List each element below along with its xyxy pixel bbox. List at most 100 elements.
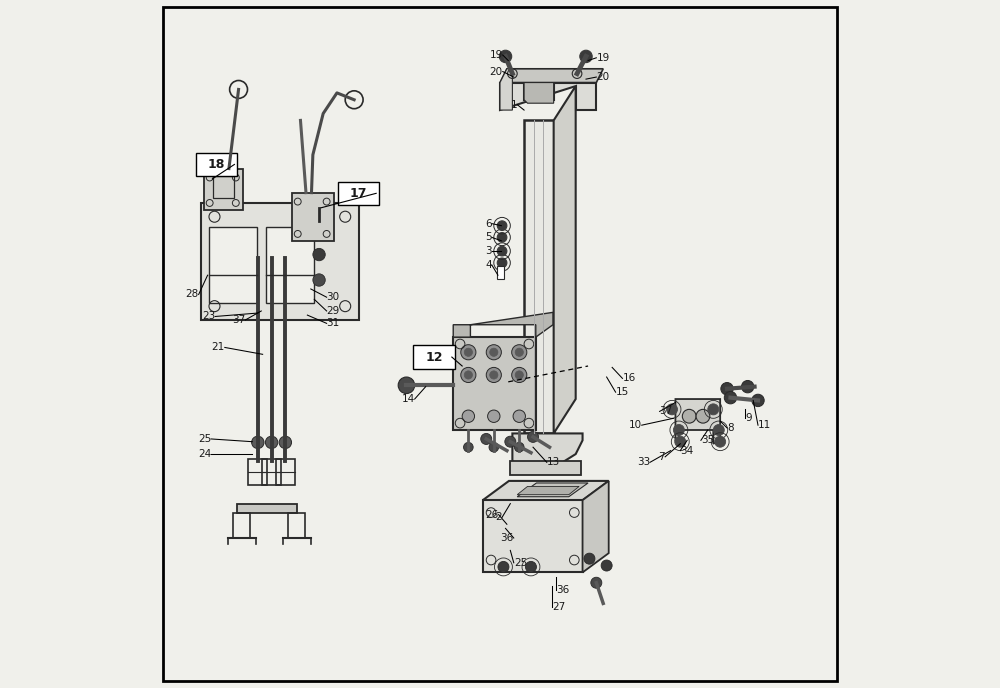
Text: 12: 12 bbox=[425, 351, 443, 363]
FancyBboxPatch shape bbox=[196, 153, 237, 176]
Bar bbox=[266, 227, 314, 303]
Circle shape bbox=[313, 248, 325, 261]
Circle shape bbox=[268, 252, 275, 259]
FancyBboxPatch shape bbox=[413, 345, 455, 369]
Circle shape bbox=[279, 436, 292, 449]
Circle shape bbox=[230, 80, 248, 98]
Text: 19: 19 bbox=[596, 53, 610, 63]
Circle shape bbox=[514, 442, 524, 452]
Circle shape bbox=[513, 410, 525, 422]
Text: 1: 1 bbox=[511, 100, 517, 109]
Text: 11: 11 bbox=[758, 420, 771, 430]
Text: 28: 28 bbox=[185, 290, 199, 299]
Circle shape bbox=[252, 436, 264, 449]
Text: 19: 19 bbox=[490, 50, 503, 60]
Circle shape bbox=[505, 436, 516, 447]
Text: 33: 33 bbox=[637, 458, 650, 467]
Text: 27: 27 bbox=[552, 602, 566, 612]
Circle shape bbox=[515, 348, 523, 356]
Circle shape bbox=[673, 424, 684, 436]
Text: 25: 25 bbox=[198, 434, 211, 444]
Polygon shape bbox=[453, 312, 553, 337]
Bar bbox=[497, 266, 504, 279]
Circle shape bbox=[486, 345, 501, 360]
Text: 25: 25 bbox=[514, 558, 527, 568]
Text: 6: 6 bbox=[485, 219, 492, 228]
Text: 10: 10 bbox=[629, 420, 642, 430]
Polygon shape bbox=[500, 83, 596, 110]
Circle shape bbox=[682, 409, 696, 423]
Text: 8: 8 bbox=[727, 423, 734, 433]
Circle shape bbox=[254, 300, 266, 312]
Text: 14: 14 bbox=[401, 394, 415, 404]
Text: 2: 2 bbox=[495, 513, 502, 522]
Polygon shape bbox=[517, 486, 579, 495]
Circle shape bbox=[313, 274, 325, 286]
Polygon shape bbox=[512, 433, 583, 468]
Polygon shape bbox=[510, 461, 581, 475]
Text: 3: 3 bbox=[485, 246, 492, 256]
Circle shape bbox=[666, 404, 678, 415]
Text: 36: 36 bbox=[556, 585, 570, 595]
Text: 17: 17 bbox=[350, 187, 367, 200]
Text: 20: 20 bbox=[490, 67, 503, 76]
Circle shape bbox=[461, 367, 476, 383]
Circle shape bbox=[497, 233, 507, 242]
Circle shape bbox=[499, 50, 512, 63]
Bar bbox=[248, 459, 267, 485]
Circle shape bbox=[265, 436, 278, 449]
Polygon shape bbox=[500, 69, 512, 110]
Circle shape bbox=[254, 252, 261, 259]
Circle shape bbox=[584, 553, 595, 564]
Circle shape bbox=[601, 560, 612, 571]
Circle shape bbox=[708, 404, 719, 415]
Text: 36: 36 bbox=[501, 533, 514, 543]
Circle shape bbox=[528, 431, 539, 442]
Polygon shape bbox=[483, 481, 609, 500]
Bar bbox=[453, 337, 536, 430]
Circle shape bbox=[464, 442, 473, 452]
Text: 20: 20 bbox=[596, 72, 609, 82]
Polygon shape bbox=[524, 120, 554, 433]
Text: 5: 5 bbox=[485, 233, 492, 242]
Circle shape bbox=[282, 252, 289, 259]
Bar bbox=[213, 176, 234, 198]
Circle shape bbox=[713, 424, 724, 436]
Text: 37: 37 bbox=[232, 315, 245, 325]
Circle shape bbox=[525, 561, 536, 572]
Circle shape bbox=[481, 433, 492, 444]
Text: 15: 15 bbox=[616, 387, 629, 397]
Circle shape bbox=[675, 436, 686, 447]
FancyBboxPatch shape bbox=[338, 182, 379, 205]
Polygon shape bbox=[500, 69, 603, 83]
Circle shape bbox=[715, 436, 726, 447]
Circle shape bbox=[512, 367, 527, 383]
Circle shape bbox=[462, 410, 475, 422]
Polygon shape bbox=[524, 83, 554, 103]
Circle shape bbox=[497, 246, 507, 256]
Text: 31: 31 bbox=[327, 319, 340, 328]
Circle shape bbox=[591, 577, 602, 588]
Text: 30: 30 bbox=[327, 292, 340, 302]
Polygon shape bbox=[517, 483, 588, 497]
Polygon shape bbox=[237, 504, 297, 513]
Text: 7: 7 bbox=[658, 452, 665, 462]
Bar bbox=[483, 500, 583, 572]
Text: 18: 18 bbox=[208, 158, 225, 171]
Circle shape bbox=[512, 345, 527, 360]
Circle shape bbox=[489, 442, 499, 452]
Bar bbox=[262, 459, 281, 485]
Bar bbox=[233, 513, 250, 538]
Circle shape bbox=[580, 50, 592, 63]
Circle shape bbox=[486, 367, 501, 383]
Circle shape bbox=[741, 380, 754, 393]
Text: 26: 26 bbox=[485, 510, 499, 519]
Bar bbox=[276, 459, 295, 485]
Text: 23: 23 bbox=[202, 312, 215, 321]
Text: 16: 16 bbox=[622, 374, 636, 383]
Text: 29: 29 bbox=[327, 306, 340, 316]
Circle shape bbox=[268, 300, 281, 312]
Text: 13: 13 bbox=[547, 458, 560, 467]
Circle shape bbox=[464, 371, 472, 379]
Circle shape bbox=[461, 345, 476, 360]
